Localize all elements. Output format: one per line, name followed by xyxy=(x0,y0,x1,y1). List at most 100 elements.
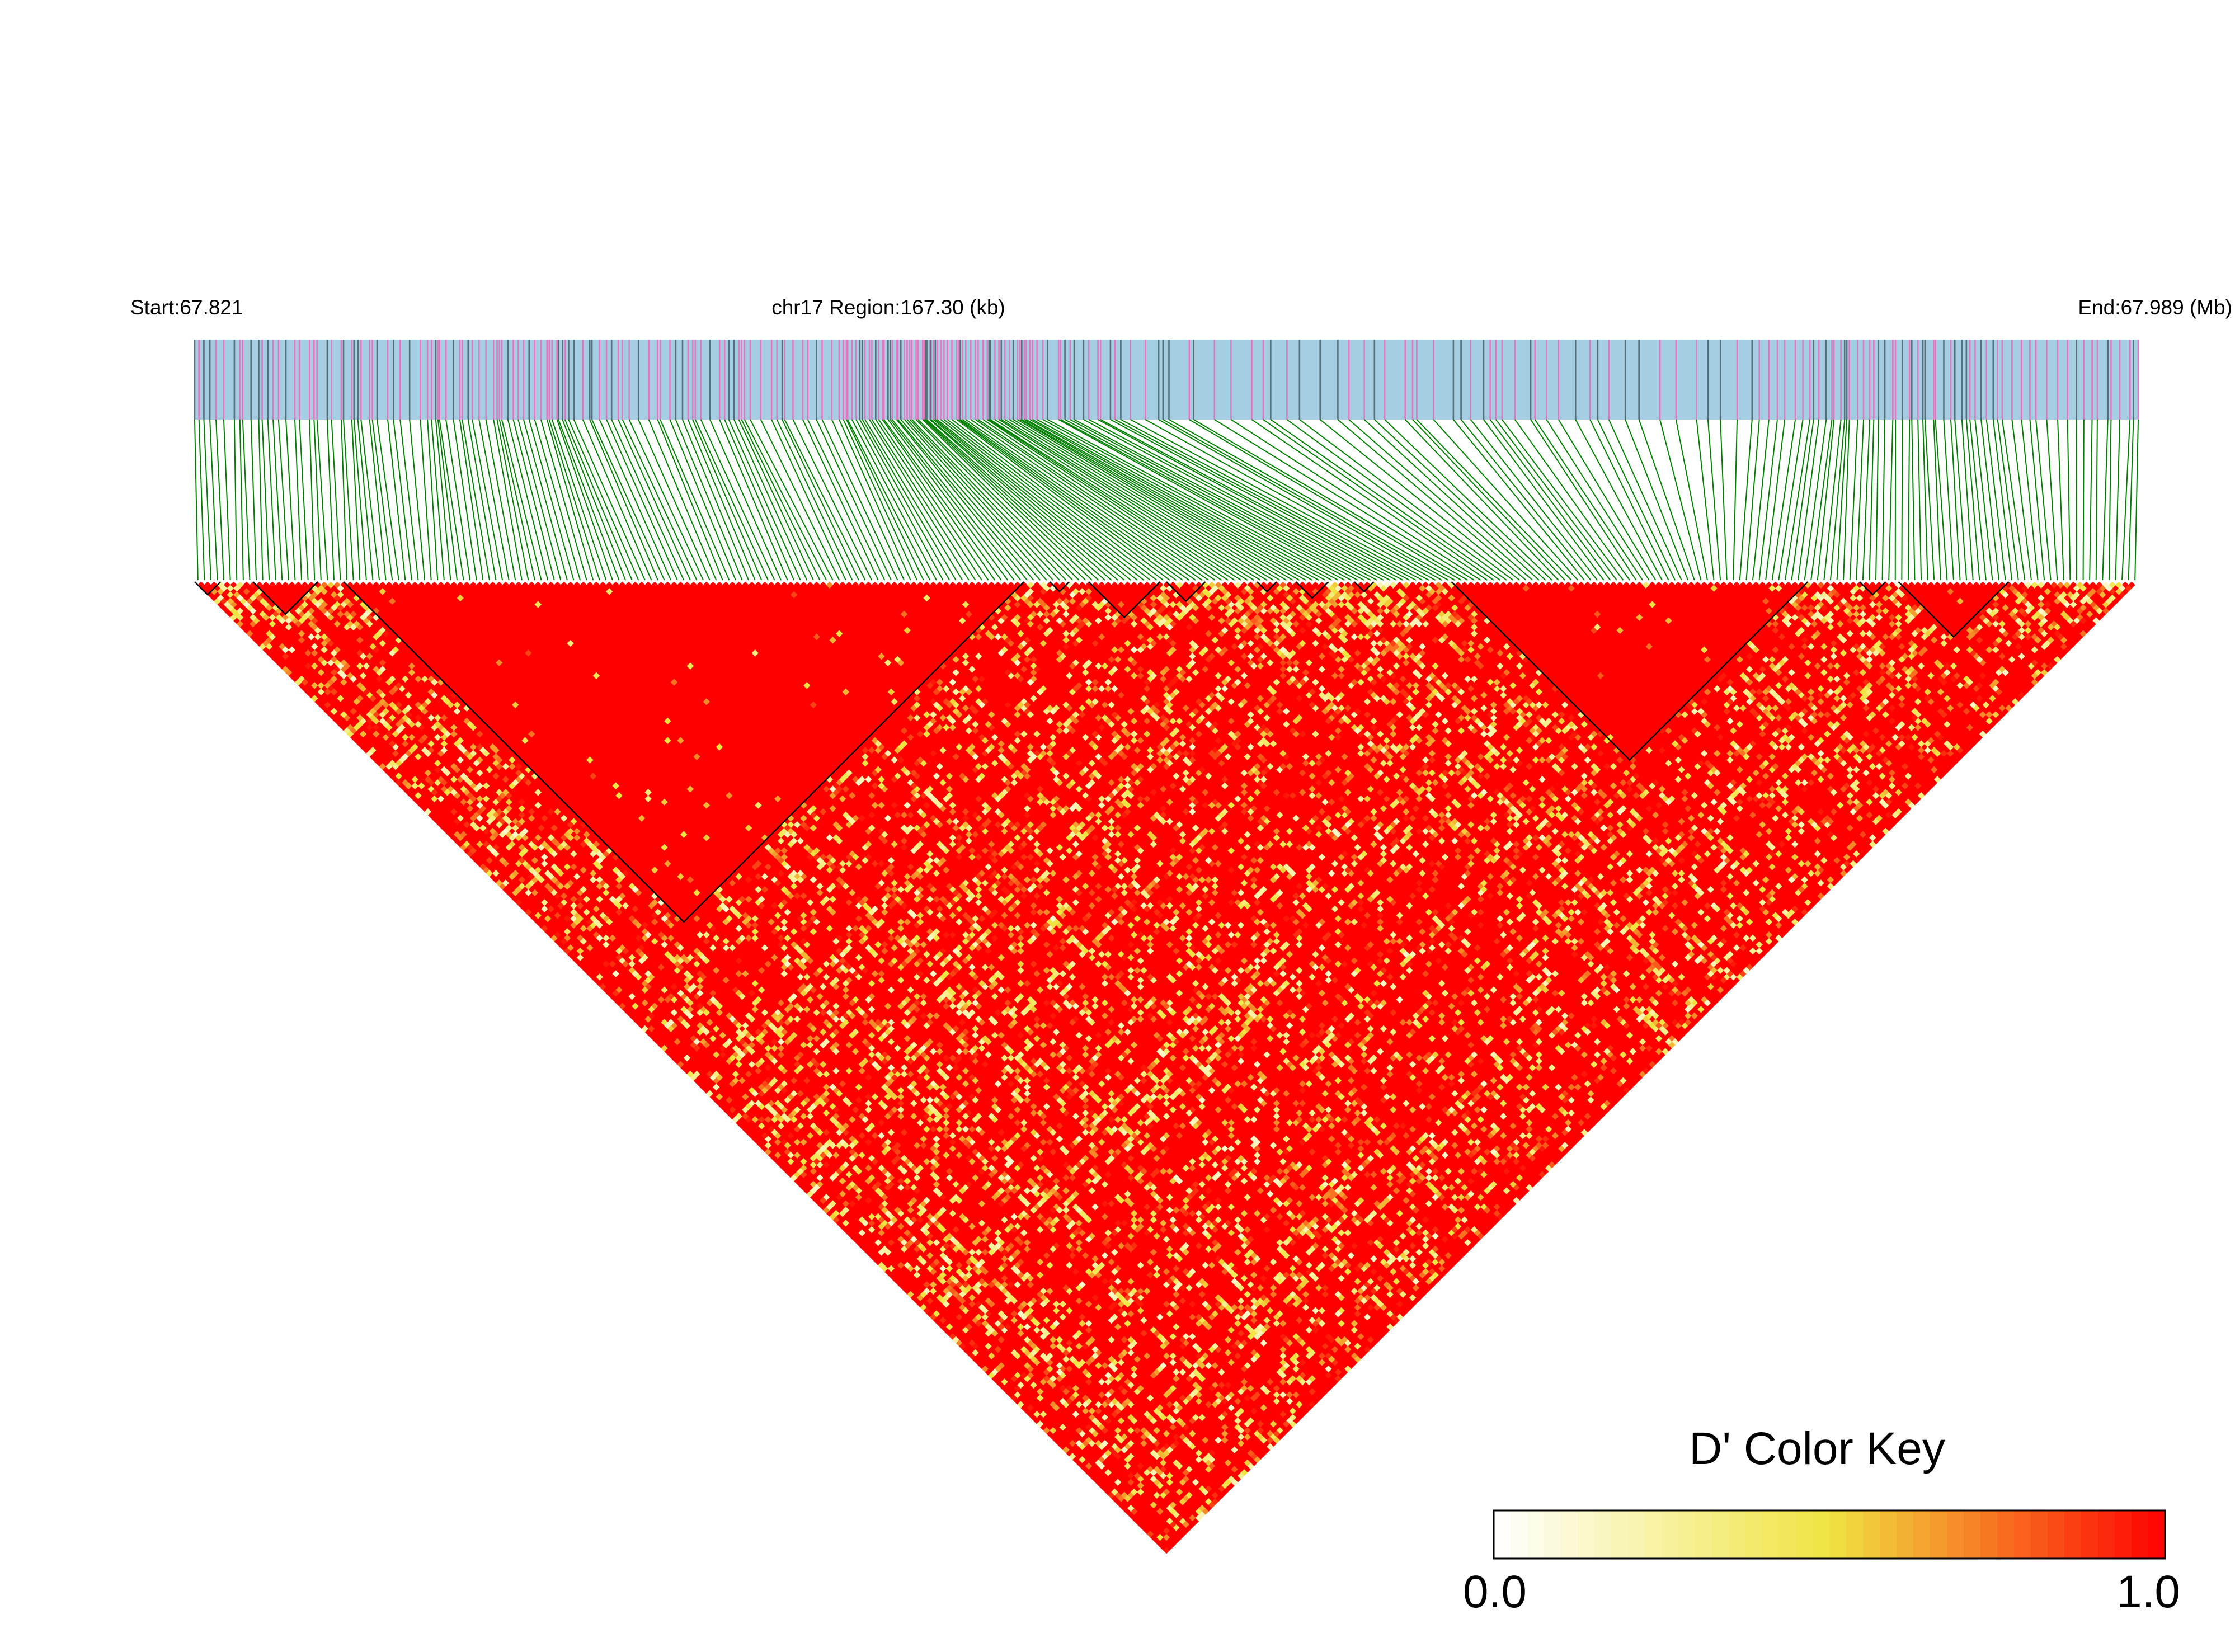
snp-connector-line xyxy=(316,419,328,581)
haplotype-block-outline xyxy=(343,581,1025,923)
snp-connector-line xyxy=(1489,419,1611,581)
snp-connector-line xyxy=(2128,419,2134,581)
snp-connector-line xyxy=(962,419,1190,581)
snp-connector-line xyxy=(915,419,1073,581)
snp-connector-line xyxy=(744,419,827,581)
color-key-swatch xyxy=(1527,1510,1545,1559)
snp-connector-line xyxy=(1193,419,1468,581)
snp-position-bar xyxy=(194,340,2139,420)
snp-connector-line xyxy=(445,419,471,581)
haplotype-block-outline xyxy=(1257,581,1277,593)
haplotype-block-outline xyxy=(1088,581,1161,619)
snp-connector-line xyxy=(869,419,970,581)
snp-connector-line xyxy=(728,419,801,581)
snp-connector-line xyxy=(1784,419,1811,581)
snp-connector-line xyxy=(959,419,1183,581)
snp-connector-line xyxy=(198,419,205,581)
snp-connector-line xyxy=(900,419,1041,581)
snp-connector-line xyxy=(669,419,736,581)
snp-connector-line xyxy=(431,419,445,581)
snp-connector-line xyxy=(896,419,1028,581)
snp-connector-line xyxy=(546,419,594,581)
color-key-swatch xyxy=(1544,1510,1561,1559)
snp-connector-line xyxy=(776,419,853,581)
snp-connector-line xyxy=(738,419,814,581)
haplotype-block-outline xyxy=(1049,581,1070,593)
region-start-label: Start:67.821 xyxy=(130,296,243,319)
ld-cell-group xyxy=(236,581,2113,1470)
snp-connector-line xyxy=(1608,419,1682,581)
snp-connector-line xyxy=(1483,419,1605,581)
snp-connector-line xyxy=(1965,419,1980,581)
snp-connector-line xyxy=(675,419,743,581)
snp-connector-line xyxy=(1058,419,1352,581)
color-key-swatch xyxy=(1964,1510,1981,1559)
snp-connector-line xyxy=(719,419,788,581)
color-key-swatch xyxy=(2031,1510,2048,1559)
snp-connector-line xyxy=(507,419,549,581)
snp-connector-line xyxy=(771,419,846,581)
snp-connector-line xyxy=(906,419,1054,581)
snp-connector-line xyxy=(1829,419,1846,581)
snp-connector-line xyxy=(682,419,750,581)
snp-connector-line xyxy=(472,419,504,581)
snp-connector-line xyxy=(1017,419,1287,581)
snp-connector-line xyxy=(930,419,1118,581)
snp-connector-line xyxy=(1935,419,1948,581)
snp-connector-line xyxy=(250,419,257,581)
color-key: D' Color Key 0.0 1.0 xyxy=(1463,1423,2180,1617)
snp-connector-line xyxy=(990,419,1241,581)
snp-connector-line xyxy=(239,419,244,581)
snp-connector-line xyxy=(891,419,1022,581)
snp-connector-line xyxy=(2067,419,2071,581)
snp-connector-line xyxy=(1042,419,1339,581)
snp-connector-line xyxy=(1992,419,2013,581)
snp-connector-line xyxy=(1495,419,1617,581)
ld-cell-group xyxy=(227,581,2116,1525)
snp-connector-line xyxy=(233,419,238,581)
snp-connector-line xyxy=(285,419,296,581)
color-key-swatch xyxy=(1678,1510,1696,1559)
snp-connector-line xyxy=(864,419,963,581)
snp-connector-line xyxy=(855,419,944,581)
snp-connector-line xyxy=(904,419,1047,581)
snp-connector-line xyxy=(1412,419,1565,581)
haplotype-block-outline xyxy=(1451,581,1809,761)
snp-connector-line xyxy=(977,419,1216,581)
snp-connector-line xyxy=(512,419,555,581)
snp-connector-line xyxy=(887,419,1009,581)
region-end-label: End:67.989 (Mb) xyxy=(2078,296,2232,319)
snp-connector-line xyxy=(741,419,821,581)
snp-connector-line xyxy=(1032,419,1326,581)
snp-connector-line xyxy=(847,419,931,581)
snp-connector-line xyxy=(1881,419,1886,581)
snp-connector-line xyxy=(1950,419,1961,581)
snp-connector-line xyxy=(377,419,399,581)
haplotype-block-outline xyxy=(1898,581,2010,638)
snp-connector-line xyxy=(1470,419,1598,581)
snp-connector-line xyxy=(2108,419,2112,581)
snp-connector-line xyxy=(1004,419,1268,581)
snp-connector-line xyxy=(478,419,510,581)
snp-connector-line xyxy=(922,419,1086,581)
snp-connector-line xyxy=(816,419,892,581)
snp-connector-line xyxy=(802,419,879,581)
snp-connector-line xyxy=(1862,419,1871,581)
color-key-swatch xyxy=(1796,1510,1813,1559)
snp-connector-line xyxy=(2035,419,2052,581)
snp-connector-line xyxy=(1130,419,1429,581)
snp-connector-line xyxy=(551,419,607,581)
snp-connector-line xyxy=(1720,419,1728,581)
color-key-swatch xyxy=(1997,1510,2015,1559)
snp-connector-line xyxy=(453,419,477,581)
snp-connector-line xyxy=(1299,419,1514,581)
snp-connector-line xyxy=(215,419,225,581)
snp-connector-line xyxy=(556,419,613,581)
snp-connector-line xyxy=(409,419,426,581)
snp-connector-line xyxy=(1534,419,1643,581)
snp-connector-line xyxy=(331,419,341,581)
color-key-swatch xyxy=(1729,1510,1746,1559)
color-key-swatch xyxy=(2048,1510,2065,1559)
snp-connector-line xyxy=(1404,419,1559,581)
snp-connector-line xyxy=(1869,419,1875,581)
